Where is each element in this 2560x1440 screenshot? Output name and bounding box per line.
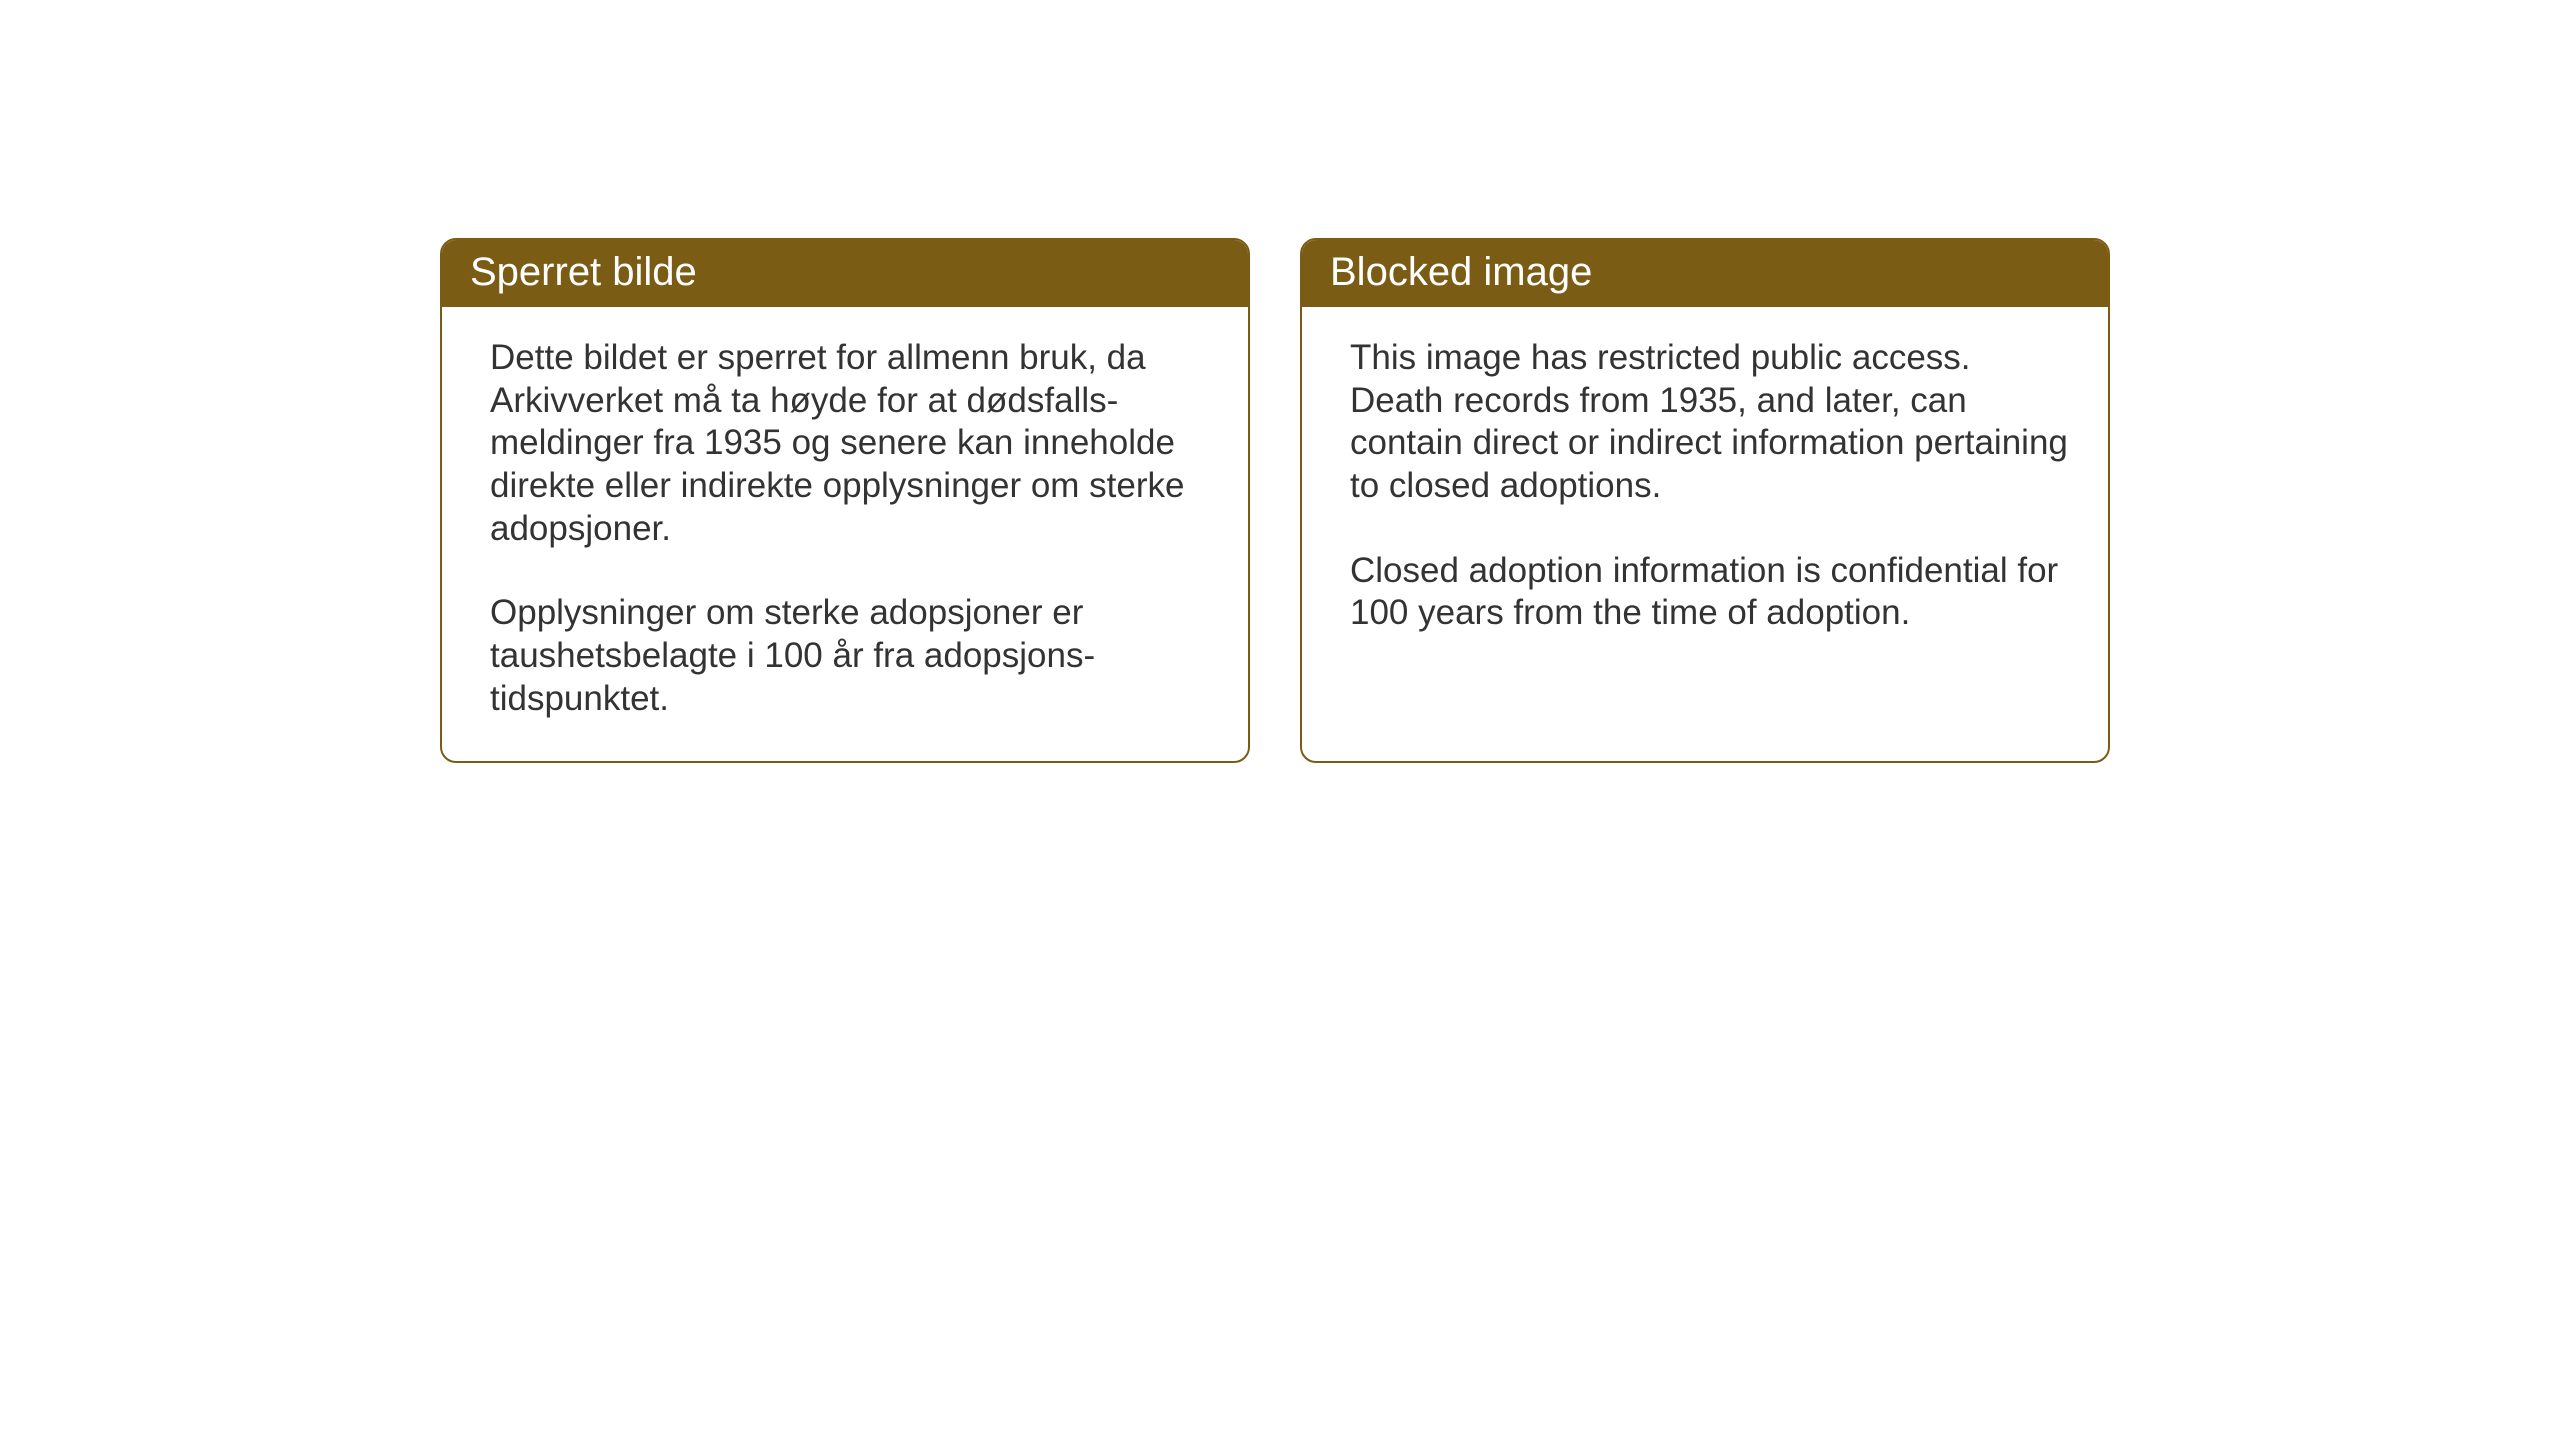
- paragraph-english-1: This image has restricted public access.…: [1350, 337, 2068, 508]
- info-box-norwegian: Sperret bilde Dette bildet er sperret fo…: [440, 238, 1250, 763]
- paragraph-english-2: Closed adoption information is confident…: [1350, 550, 2068, 635]
- paragraph-norwegian-2: Opplysninger om sterke adopsjoner er tau…: [490, 592, 1208, 720]
- paragraph-norwegian-1: Dette bildet er sperret for allmenn bruk…: [490, 337, 1208, 550]
- box-header-norwegian: Sperret bilde: [442, 240, 1248, 307]
- box-header-english: Blocked image: [1302, 240, 2108, 307]
- info-boxes-container: Sperret bilde Dette bildet er sperret fo…: [440, 238, 2110, 763]
- box-body-english: This image has restricted public access.…: [1302, 307, 2108, 675]
- info-box-english: Blocked image This image has restricted …: [1300, 238, 2110, 763]
- box-body-norwegian: Dette bildet er sperret for allmenn bruk…: [442, 307, 1248, 761]
